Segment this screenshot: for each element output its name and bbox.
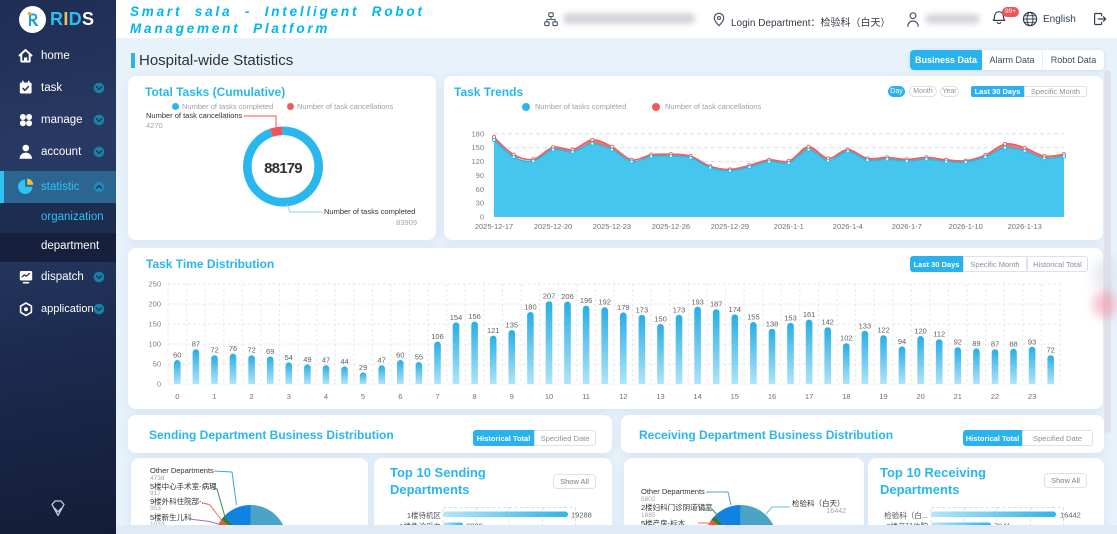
- svg-text:179: 179: [617, 303, 630, 312]
- svg-text:150: 150: [148, 320, 161, 329]
- svg-text:2026-1-1: 2026-1-1: [774, 222, 804, 231]
- svg-text:44: 44: [340, 357, 348, 366]
- svg-text:22: 22: [991, 392, 999, 401]
- svg-text:5: 5: [361, 392, 365, 401]
- svg-text:89: 89: [972, 339, 980, 348]
- svg-text:120: 120: [914, 327, 927, 336]
- svg-text:47: 47: [378, 356, 386, 365]
- svg-text:112: 112: [933, 330, 945, 339]
- svg-text:49: 49: [303, 355, 311, 364]
- svg-text:2026-1-10: 2026-1-10: [949, 222, 983, 231]
- svg-text:120: 120: [471, 157, 484, 166]
- svg-text:72: 72: [1047, 346, 1055, 355]
- svg-text:18: 18: [842, 392, 850, 401]
- svg-text:72: 72: [210, 346, 218, 355]
- svg-text:3: 3: [287, 392, 291, 401]
- svg-text:11: 11: [582, 392, 590, 401]
- svg-text:250: 250: [148, 280, 161, 289]
- svg-text:29: 29: [359, 363, 367, 372]
- svg-text:206: 206: [561, 292, 574, 301]
- svg-text:16: 16: [768, 392, 776, 401]
- svg-text:9: 9: [510, 392, 514, 401]
- svg-text:156: 156: [468, 312, 481, 321]
- svg-text:23: 23: [1028, 392, 1036, 401]
- svg-text:102: 102: [840, 334, 853, 343]
- svg-text:2026-1-7: 2026-1-7: [892, 222, 922, 231]
- svg-text:54: 54: [285, 353, 293, 362]
- svg-text:192: 192: [598, 298, 611, 307]
- svg-text:55: 55: [415, 353, 423, 362]
- svg-text:154: 154: [450, 313, 463, 322]
- svg-text:72: 72: [247, 346, 255, 355]
- svg-text:100: 100: [148, 340, 161, 349]
- svg-text:174: 174: [729, 305, 742, 314]
- svg-text:10: 10: [545, 392, 553, 401]
- svg-text:13: 13: [656, 392, 664, 401]
- svg-text:2025-12-20: 2025-12-20: [534, 222, 572, 231]
- svg-text:2: 2: [250, 392, 254, 401]
- svg-text:60: 60: [173, 351, 181, 360]
- svg-text:180: 180: [524, 303, 537, 312]
- svg-text:2026-1-13: 2026-1-13: [1008, 222, 1042, 231]
- svg-text:20: 20: [916, 392, 924, 401]
- svg-text:50: 50: [153, 360, 161, 369]
- svg-text:122: 122: [877, 326, 890, 335]
- svg-text:121: 121: [487, 326, 500, 335]
- svg-text:133: 133: [859, 321, 872, 330]
- svg-text:88: 88: [1009, 339, 1017, 348]
- svg-text:173: 173: [636, 305, 649, 314]
- svg-text:69: 69: [266, 347, 274, 356]
- svg-text:21: 21: [954, 392, 962, 401]
- svg-text:87: 87: [991, 340, 999, 349]
- svg-text:180: 180: [471, 129, 484, 138]
- svg-text:17: 17: [805, 392, 813, 401]
- svg-text:87: 87: [192, 340, 200, 349]
- svg-text:1: 1: [212, 392, 216, 401]
- svg-text:150: 150: [654, 315, 667, 324]
- svg-text:19288: 19288: [571, 511, 592, 520]
- svg-text:196: 196: [580, 296, 593, 305]
- svg-text:0: 0: [157, 380, 161, 389]
- svg-text:19: 19: [879, 392, 887, 401]
- svg-text:193: 193: [691, 297, 704, 306]
- svg-text:2025-12-29: 2025-12-29: [711, 222, 749, 231]
- svg-text:155: 155: [747, 313, 760, 322]
- svg-text:92: 92: [954, 338, 962, 347]
- svg-text:94: 94: [898, 337, 906, 346]
- svg-text:60: 60: [476, 185, 484, 194]
- svg-text:15: 15: [731, 392, 739, 401]
- svg-text:207: 207: [543, 292, 556, 301]
- svg-text:4: 4: [324, 392, 328, 401]
- svg-text:142: 142: [821, 318, 834, 327]
- svg-text:30: 30: [476, 199, 484, 208]
- svg-text:161: 161: [803, 310, 816, 319]
- svg-text:7: 7: [435, 392, 439, 401]
- svg-text:12: 12: [619, 392, 627, 401]
- svg-text:2025-12-17: 2025-12-17: [475, 222, 513, 231]
- svg-text:2026-1-4: 2026-1-4: [833, 222, 863, 231]
- svg-text:106: 106: [431, 332, 444, 341]
- svg-text:0: 0: [175, 392, 179, 401]
- svg-text:6: 6: [398, 392, 402, 401]
- svg-text:2025-12-26: 2025-12-26: [652, 222, 690, 231]
- svg-text:60: 60: [396, 351, 404, 360]
- svg-text:187: 187: [710, 300, 723, 309]
- svg-text:93: 93: [1028, 337, 1036, 346]
- svg-text:16442: 16442: [1060, 511, 1081, 520]
- svg-text:76: 76: [229, 344, 237, 353]
- svg-text:153: 153: [784, 313, 797, 322]
- svg-text:150: 150: [471, 143, 484, 152]
- svg-text:135: 135: [506, 321, 519, 330]
- svg-text:200: 200: [148, 300, 161, 309]
- svg-text:173: 173: [673, 305, 686, 314]
- svg-text:8: 8: [473, 392, 477, 401]
- svg-text:90: 90: [476, 171, 484, 180]
- svg-text:0: 0: [480, 213, 484, 222]
- svg-text:47: 47: [322, 356, 330, 365]
- svg-text:138: 138: [766, 319, 779, 328]
- svg-text:2025-12-23: 2025-12-23: [593, 222, 631, 231]
- svg-text:14: 14: [693, 392, 701, 401]
